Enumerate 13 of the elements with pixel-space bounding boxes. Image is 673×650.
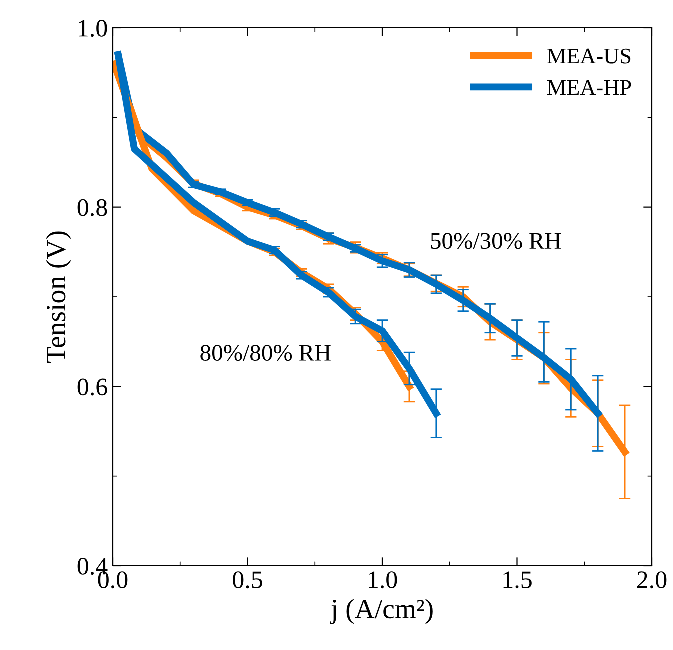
y-axis-title: Tension (V) — [46, 232, 72, 364]
x-tick-label: 2.0 — [637, 572, 667, 589]
y-tick-label: 0.8 — [78, 199, 108, 216]
y-tick-label: 1.0 — [79, 20, 108, 38]
legend-label: MEA-US — [547, 48, 631, 64]
x-axis-title: j (A/cm²) — [330, 599, 433, 624]
x-tick-label: 1.5 — [504, 572, 532, 589]
legend-label: MEA-HP — [547, 80, 632, 95]
annotation: 80%/80% RH — [200, 345, 331, 362]
annotation: 50%/30% RH — [431, 233, 562, 250]
x-tick-label: 1.0 — [369, 572, 398, 589]
y-tick-label: 0.6 — [78, 378, 108, 396]
x-tick-label: 0.5 — [233, 572, 262, 589]
